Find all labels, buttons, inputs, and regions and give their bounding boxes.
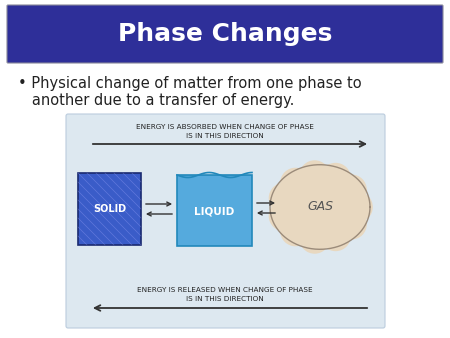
Text: another due to a transfer of energy.: another due to a transfer of energy. — [18, 93, 294, 108]
Circle shape — [269, 183, 299, 213]
FancyBboxPatch shape — [66, 114, 385, 328]
Circle shape — [336, 174, 367, 205]
Circle shape — [286, 173, 354, 241]
Text: LIQUID: LIQUID — [194, 206, 234, 216]
Circle shape — [280, 216, 311, 246]
Circle shape — [342, 192, 373, 222]
Circle shape — [269, 200, 299, 231]
Circle shape — [299, 160, 330, 191]
Text: Phase Changes: Phase Changes — [118, 22, 332, 46]
Text: ENERGY IS ABSORBED WHEN CHANGE OF PHASE: ENERGY IS ABSORBED WHEN CHANGE OF PHASE — [136, 124, 314, 130]
Bar — [177, 175, 252, 246]
Text: SOLID: SOLID — [93, 204, 126, 214]
Circle shape — [299, 223, 330, 254]
Circle shape — [336, 209, 367, 240]
Text: IS IN THIS DIRECTION: IS IN THIS DIRECTION — [186, 133, 264, 139]
Bar — [78, 173, 141, 245]
Text: • Physical change of matter from one phase to: • Physical change of matter from one pha… — [18, 76, 362, 91]
Circle shape — [320, 220, 351, 251]
Text: IS IN THIS DIRECTION: IS IN THIS DIRECTION — [186, 296, 264, 302]
Text: GAS: GAS — [307, 200, 333, 214]
Circle shape — [320, 163, 351, 194]
Text: ENERGY IS RELEASED WHEN CHANGE OF PHASE: ENERGY IS RELEASED WHEN CHANGE OF PHASE — [137, 287, 313, 293]
FancyBboxPatch shape — [7, 5, 443, 63]
Circle shape — [280, 168, 311, 198]
